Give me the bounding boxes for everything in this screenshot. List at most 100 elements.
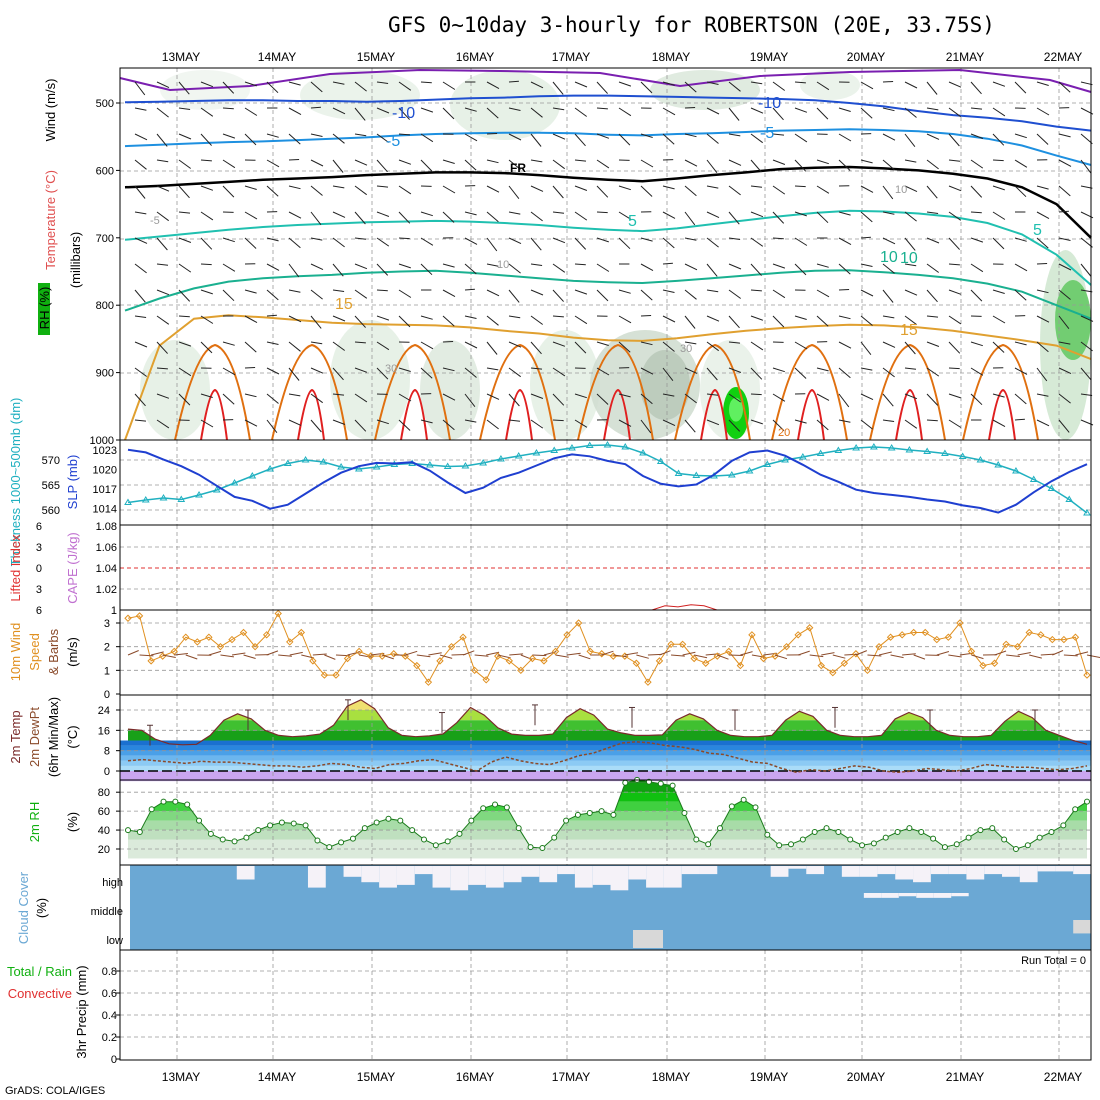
wind-barb bbox=[486, 185, 500, 193]
wind-barb bbox=[442, 263, 455, 268]
wind-barb bbox=[574, 393, 587, 399]
wind-barb-10m bbox=[462, 650, 475, 656]
rh-point bbox=[859, 842, 866, 849]
wind-barb bbox=[992, 289, 1005, 294]
cloud-clear-cell bbox=[895, 866, 914, 880]
date-label-bottom: 15MAY bbox=[357, 1070, 395, 1084]
wind-speed-point bbox=[921, 628, 929, 637]
wind-barb bbox=[508, 211, 521, 215]
wind-barb bbox=[816, 81, 830, 91]
run-total-label: Run Total = 0 bbox=[1021, 955, 1086, 967]
wind-speed-point bbox=[805, 624, 814, 632]
wind-barb bbox=[244, 367, 256, 369]
rh-point bbox=[870, 840, 877, 847]
wind-barb bbox=[266, 393, 279, 404]
wind-speed-point bbox=[898, 631, 906, 639]
wind-barb bbox=[222, 237, 235, 243]
wind-barb bbox=[684, 159, 698, 167]
wind-barb bbox=[420, 237, 434, 246]
rh-point bbox=[338, 839, 345, 846]
thickness-point bbox=[603, 441, 612, 448]
wind-barb bbox=[442, 315, 455, 327]
wind-barb bbox=[772, 393, 786, 402]
thickness-point bbox=[479, 459, 488, 466]
cloud-clear-cell bbox=[432, 866, 451, 888]
cape-tick-label: 1.08 bbox=[96, 521, 117, 533]
thickness-point bbox=[141, 496, 150, 503]
wind-barb bbox=[398, 185, 412, 195]
wind-barb-10m bbox=[266, 650, 279, 656]
wind-barb bbox=[728, 211, 740, 225]
wind-barb bbox=[354, 367, 368, 373]
wind-barb bbox=[266, 263, 280, 271]
wind-barb bbox=[970, 133, 984, 139]
wind-barb-10m bbox=[1086, 654, 1100, 658]
thickness-point bbox=[585, 441, 594, 448]
wind-speed-point bbox=[863, 666, 872, 675]
wind-speed-point bbox=[979, 661, 987, 670]
wind-barb bbox=[1014, 185, 1027, 198]
wind-barb bbox=[706, 315, 720, 322]
thickness-point bbox=[301, 456, 310, 463]
wind-speed-point bbox=[759, 654, 768, 663]
wind-barb bbox=[398, 315, 411, 328]
wind-speed-point bbox=[644, 678, 652, 686]
wind-barb bbox=[310, 81, 323, 93]
wind-barb bbox=[640, 81, 653, 94]
wind-barb bbox=[618, 81, 632, 87]
wind-barb bbox=[530, 107, 543, 118]
wind-barb bbox=[860, 393, 874, 401]
wind-barb bbox=[728, 263, 742, 270]
wind-barb bbox=[134, 367, 147, 377]
wind-barb bbox=[420, 419, 433, 424]
wind-barb bbox=[530, 133, 542, 147]
date-label-bottom: 19MAY bbox=[750, 1070, 788, 1084]
cloud-clear-cell bbox=[1055, 866, 1074, 872]
rh-point bbox=[574, 811, 581, 818]
cloud-clear-cell bbox=[681, 866, 700, 875]
wind-barb bbox=[1036, 81, 1049, 86]
isotherm-line bbox=[297, 388, 325, 441]
wind-barb bbox=[926, 133, 940, 140]
rh-band bbox=[128, 839, 1087, 859]
wind-barb-10m bbox=[936, 651, 950, 656]
wind-barb bbox=[134, 185, 146, 199]
wind-barb bbox=[134, 315, 147, 318]
wind-barb bbox=[442, 419, 455, 431]
wind-barb bbox=[816, 263, 829, 268]
wind-barb bbox=[200, 133, 212, 146]
rh-tick-label: 60 bbox=[98, 806, 110, 818]
wind-barb bbox=[640, 419, 652, 434]
wind-speed-point bbox=[193, 638, 202, 646]
wind-barb bbox=[772, 419, 785, 432]
wind-barb bbox=[376, 107, 390, 114]
cloud-clear-cell bbox=[539, 866, 558, 883]
wind-barb bbox=[486, 263, 499, 267]
wind-barb-10m bbox=[555, 654, 569, 658]
wind-speed-point bbox=[251, 642, 259, 651]
isotherm-line bbox=[771, 343, 848, 441]
wind-barb bbox=[244, 419, 258, 427]
rh-point bbox=[1072, 806, 1079, 813]
wind-barb bbox=[398, 289, 412, 298]
thickness-point bbox=[461, 462, 470, 469]
cloud-clear-cell bbox=[1073, 866, 1091, 875]
wind-barb bbox=[332, 289, 345, 292]
wind-barb bbox=[354, 393, 368, 403]
wind-barb bbox=[860, 289, 874, 297]
rh-point bbox=[918, 828, 925, 835]
cloud-clear-cell bbox=[1002, 866, 1020, 877]
cloud-clear-cell bbox=[521, 866, 540, 877]
rh-point bbox=[740, 796, 747, 803]
cloud-clear-cell bbox=[877, 866, 896, 875]
precip-tick-label: 0 bbox=[111, 1054, 117, 1066]
date-label-top: 18MAY bbox=[652, 50, 690, 64]
wind-barb bbox=[552, 81, 564, 95]
wind-barb bbox=[266, 185, 279, 197]
wind-barb bbox=[948, 341, 961, 354]
cloud-clear-cell bbox=[881, 893, 899, 898]
wind-barb-10m bbox=[347, 651, 361, 656]
wind-barb-10m bbox=[1063, 654, 1078, 657]
isotherm-line bbox=[124, 128, 1092, 166]
wind-barb bbox=[596, 367, 610, 376]
